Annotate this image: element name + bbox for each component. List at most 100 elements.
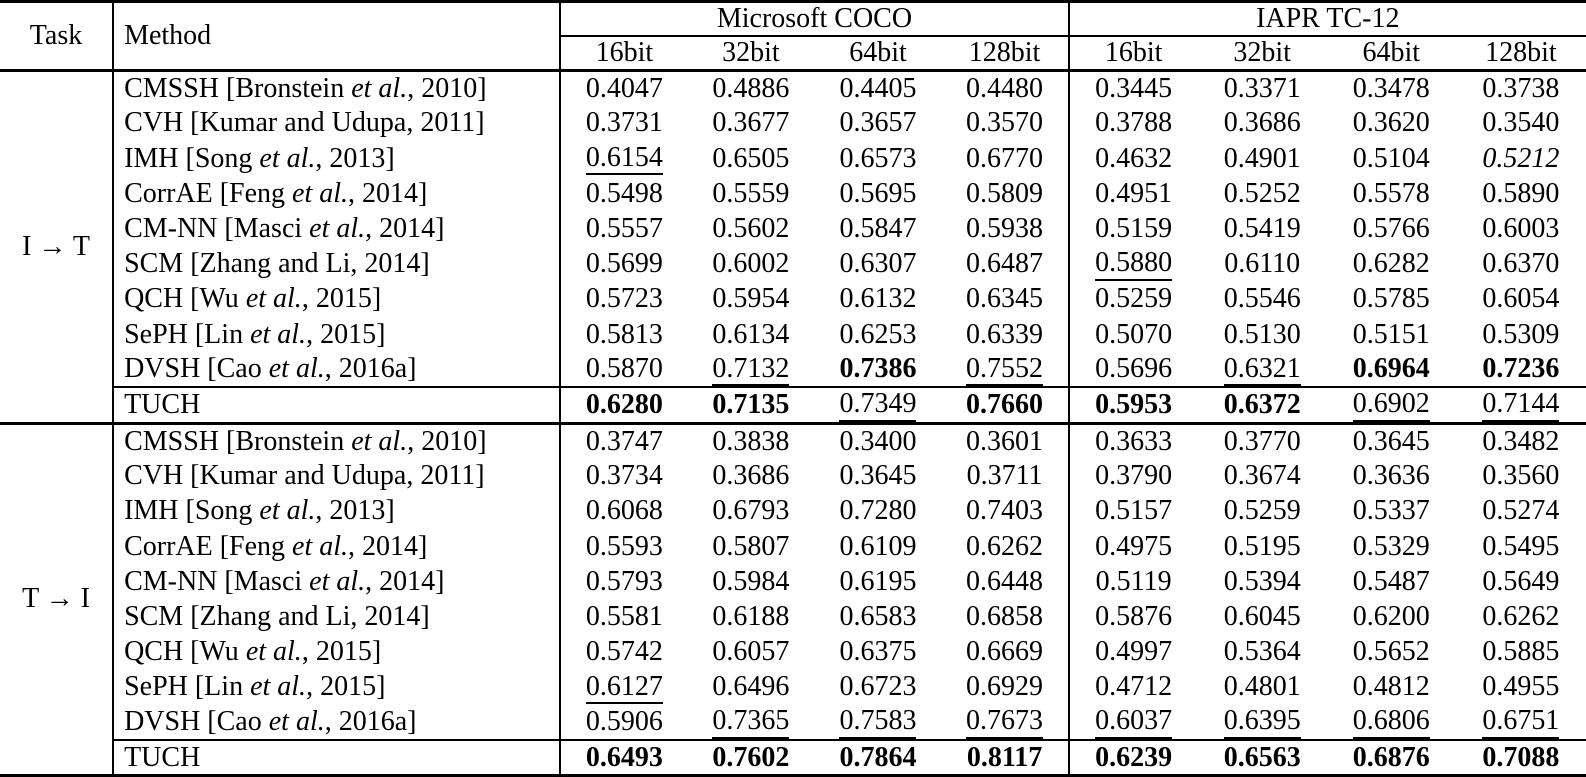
method-name: QCH [Wu et al., 2015] (113, 634, 562, 670)
map-value: 0.6262 (941, 529, 1070, 565)
column-header-64bit: 64bit (1326, 36, 1456, 72)
map-value: 0.7144 (1455, 386, 1586, 424)
map-value: 0.4975 (1095, 530, 1173, 562)
map-value: 0.4812 (1352, 671, 1430, 703)
table-header: Task Method Microsoft COCO IAPR TC-12 16… (0, 1, 1586, 72)
map-value: 0.5557 (585, 212, 663, 244)
map-value: 0.5252 (1223, 177, 1301, 209)
map-value: 0.5699 (585, 248, 663, 280)
map-value: 0.6723 (839, 671, 917, 703)
map-value: 0.4405 (839, 72, 917, 104)
map-value: 0.5793 (585, 565, 663, 597)
column-group-iapr-tc12: IAPR TC-12 (1068, 1, 1586, 37)
map-value: 0.6770 (941, 140, 1070, 177)
map-value: 0.7280 (839, 495, 917, 527)
method-row: CVH [Kumar and Udupa, 2011] 0.3734 0.3686 0… (0, 458, 1586, 494)
map-value: 0.6054 (1482, 283, 1560, 315)
map-value: 0.7386 (839, 353, 917, 385)
map-value: 0.5394 (1223, 565, 1301, 597)
map-value: 0.7552 (941, 352, 1070, 388)
map-value: 0.4997 (1095, 636, 1173, 668)
map-value: 0.6370 (1482, 248, 1560, 280)
map-value: 0.5329 (1352, 530, 1430, 562)
method-name: SePH [Lin et al., 2015] (113, 316, 562, 353)
method-row: DVSH [Cao et al., 2016a] 0.5906 0.7365 0.75… (0, 705, 1586, 741)
map-value: 0.3482 (1455, 421, 1586, 459)
method-name: DVSH [Cao et al., 2016a] (113, 705, 562, 741)
map-value: 0.3738 (1482, 72, 1560, 104)
map-value: 0.6154 (560, 141, 687, 176)
map-value: 0.6496 (712, 671, 790, 703)
map-value: 0.7132 (687, 352, 814, 387)
map-value: 0.5495 (1482, 530, 1560, 562)
map-value: 0.3674 (1223, 460, 1301, 492)
method-name: IMH [Song et al., 2013] (113, 493, 562, 530)
method-name: QCH [Wu et al., 2015] (113, 281, 562, 317)
map-value: 0.6505 (712, 142, 790, 174)
map-value: 0.6002 (712, 248, 790, 280)
map-value: 0.5880 (1069, 247, 1198, 282)
map-value: 0.7349 (814, 386, 942, 424)
method-name: DVSH [Cao et al., 2016a] (113, 352, 562, 388)
method-row: IMH [Song et al., 2013] 0.6154 0.6505 0.657… (0, 140, 1586, 177)
map-value: 0.6751 (1456, 705, 1586, 740)
map-value: 0.5151 (1352, 318, 1430, 350)
map-value: 0.5581 (585, 601, 663, 633)
map-value: 0.3711 (941, 458, 1070, 494)
map-value: 0.5259 (1095, 283, 1173, 315)
map-value: 0.5742 (585, 636, 663, 668)
map-value: 0.3540 (1482, 107, 1560, 139)
map-value: 0.3400 (814, 421, 942, 459)
map-value: 0.5498 (585, 177, 663, 209)
map-value: 0.5766 (1352, 212, 1430, 244)
map-value: 0.6188 (712, 601, 790, 633)
map-value: 0.4480 (941, 70, 1070, 106)
map-value: 0.3677 (712, 107, 790, 139)
map-value: 0.6003 (1482, 212, 1560, 244)
map-value: 0.5157 (1095, 495, 1173, 527)
map-value: 0.5195 (1223, 530, 1301, 562)
method-row: DVSH [Cao et al., 2016a] 0.5870 0.7132 0.73… (0, 352, 1586, 388)
map-value: 0.6282 (1352, 248, 1430, 280)
map-value: 0.6876 (1326, 739, 1456, 776)
map-value: 0.3478 (1352, 72, 1430, 104)
method-row: T → I CMSSH [Bronstein et al., 2010] 0.374… (0, 421, 1586, 776)
map-value: 0.5593 (585, 530, 663, 562)
map-value: 0.5602 (712, 212, 790, 244)
map-value: 0.6583 (839, 601, 917, 633)
map-value: 0.5695 (839, 177, 917, 209)
method-name: CMSSH [Bronstein et al., 2010] (113, 421, 562, 459)
map-value: 0.3657 (839, 107, 917, 139)
map-value: 0.3645 (839, 460, 917, 492)
method-name: CorrAE [Feng et al., 2014] (113, 529, 562, 565)
map-value: 0.5578 (1352, 177, 1430, 209)
map-value: 0.6280 (560, 386, 688, 424)
map-value: 0.7583 (814, 705, 941, 740)
map-value: 0.3633 (1068, 421, 1198, 459)
map-value: 0.5259 (1223, 495, 1301, 527)
method-name: CVH [Kumar and Udupa, 2011] (113, 458, 562, 494)
method-name: SCM [Zhang and Li, 2014] (113, 599, 562, 635)
map-value: 0.3686 (712, 460, 790, 492)
method-name: TUCH (113, 739, 562, 776)
map-value: 0.6110 (1224, 248, 1301, 280)
map-value: 0.6057 (712, 636, 790, 668)
map-value: 0.3645 (1326, 421, 1456, 459)
map-value: 0.5487 (1352, 565, 1430, 597)
map-value: 0.6262 (1482, 601, 1560, 633)
task-label: T → I (0, 421, 115, 776)
map-value: 0.4901 (1223, 142, 1301, 174)
map-value: 0.6200 (1352, 601, 1430, 633)
method-row: I → T CMSSH [Bronstein et al., 2010] 0.404… (0, 70, 1586, 424)
method-name: CorrAE [Feng et al., 2014] (113, 176, 562, 212)
method-row: CVH [Kumar and Udupa, 2011] 0.3731 0.3677 0… (0, 105, 1586, 141)
map-value: 0.5809 (941, 176, 1070, 212)
column-header-task: Task (0, 1, 115, 72)
column-header-32bit: 32bit (687, 36, 815, 72)
map-value: 0.5652 (1352, 636, 1430, 668)
map-value: 0.5890 (1482, 177, 1560, 209)
method-name: IMH [Song et al., 2013] (113, 140, 562, 177)
map-value: 0.5309 (1482, 318, 1560, 350)
column-header-128bit: 128bit (1455, 36, 1586, 72)
map-value: 0.5938 (941, 211, 1070, 247)
